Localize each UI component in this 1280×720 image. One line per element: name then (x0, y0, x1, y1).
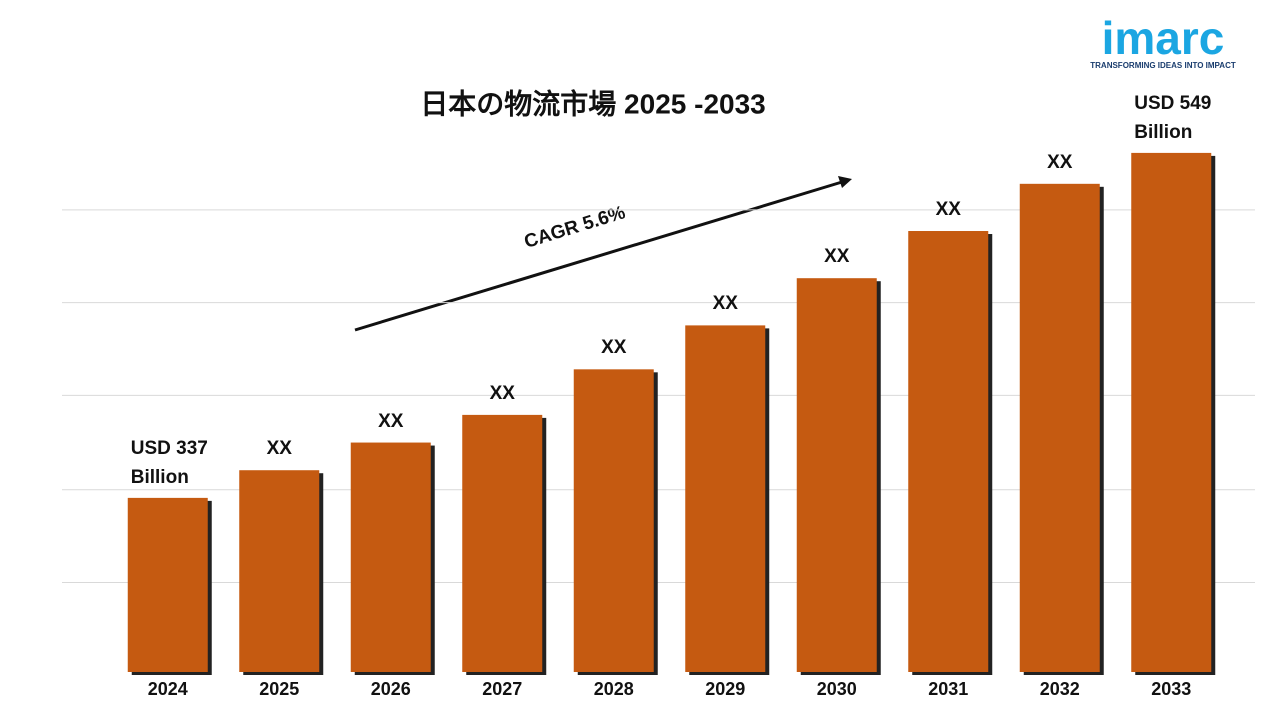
bar (685, 325, 766, 672)
x-tick-label: 2032 (1040, 679, 1080, 699)
x-tick-label: 2026 (371, 679, 411, 699)
cagr-arrow (354, 180, 843, 332)
bar (1019, 183, 1100, 672)
x-tick-label: 2027 (482, 679, 522, 699)
logo-tagline: TRANSFORMING IDEAS INTO IMPACT (1090, 61, 1236, 70)
value-label: XX (378, 410, 404, 432)
bar (239, 470, 320, 672)
logo: imarc (1102, 12, 1225, 64)
value-label: USD 549 Billion (1134, 92, 1212, 143)
x-tick-label: 2025 (259, 679, 299, 699)
x-tick-label: 2024 (148, 679, 188, 699)
bar (350, 442, 431, 672)
value-label: XX (1047, 151, 1073, 173)
value-label: XX (266, 438, 292, 460)
bar (462, 414, 543, 672)
bar (127, 497, 208, 672)
value-label: XX (712, 293, 738, 315)
bar (908, 231, 989, 672)
x-tick-label: 2030 (817, 679, 857, 699)
x-tick-label: 2028 (594, 679, 634, 699)
value-label: XX (601, 337, 627, 359)
value-label: XX (824, 246, 850, 268)
chart-title: 日本の物流市場 2025 -2033 (420, 87, 765, 119)
x-tick-label: 2033 (1151, 679, 1191, 699)
arrow-head (838, 176, 852, 188)
value-label: USD 337 Billion (130, 437, 208, 488)
bar (1131, 152, 1212, 672)
bar (573, 369, 654, 672)
x-tick-label: 2031 (928, 679, 968, 699)
value-label: XX (489, 382, 515, 404)
x-tick-label: 2029 (705, 679, 745, 699)
bar (796, 278, 877, 672)
value-label: XX (935, 199, 961, 220)
